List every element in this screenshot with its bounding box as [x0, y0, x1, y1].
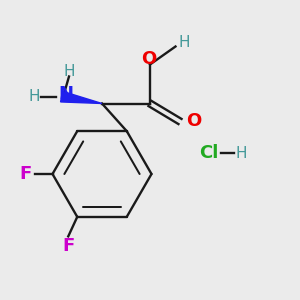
Text: N: N: [58, 85, 74, 103]
Text: F: F: [20, 165, 32, 183]
Text: Cl: Cl: [199, 144, 218, 162]
Text: O: O: [141, 50, 156, 68]
Text: F: F: [62, 237, 74, 255]
Text: H: H: [235, 146, 247, 160]
Text: O: O: [186, 112, 201, 130]
Text: H: H: [29, 89, 40, 104]
Text: H: H: [63, 64, 75, 80]
Polygon shape: [61, 91, 102, 104]
Text: H: H: [179, 35, 190, 50]
